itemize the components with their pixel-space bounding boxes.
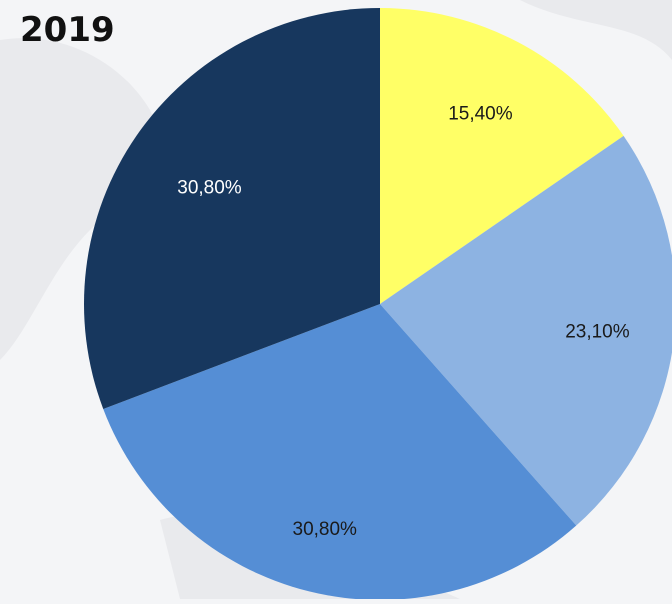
pie-slice-label-3: 30,80% xyxy=(293,519,358,540)
pie-slice-label-1: 15,40% xyxy=(448,104,513,125)
chart-title: 2019 xyxy=(20,10,115,50)
pie-slice-3 xyxy=(103,304,577,601)
pie-slice-label-4: 30,80% xyxy=(177,177,242,198)
pie-slice-4 xyxy=(83,8,380,409)
pie-slice-1 xyxy=(380,8,624,304)
pie-slice-label-2: 23,10% xyxy=(565,321,630,342)
pie-slice-2 xyxy=(380,135,672,526)
pie-labels: 15,40% 23,10% 30,80% 30,80% xyxy=(177,104,630,541)
pie-slices xyxy=(83,8,672,601)
